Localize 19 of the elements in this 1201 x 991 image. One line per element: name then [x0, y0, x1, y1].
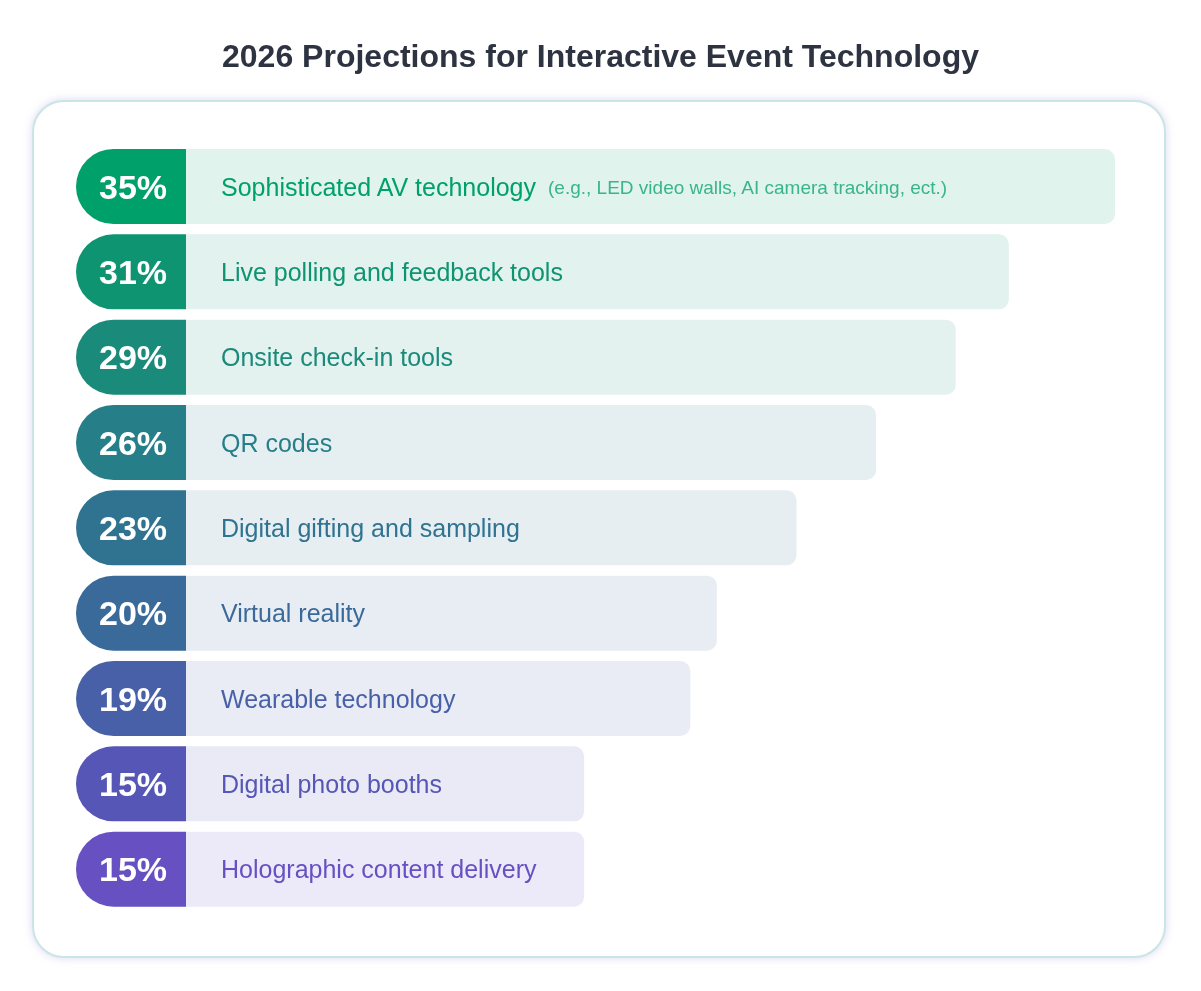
data-label: 29%: [98, 338, 168, 377]
y-tick-label: QR codes: [221, 428, 333, 457]
y-tick-label: Onsite check-in tools: [221, 343, 454, 372]
y-tick-label: Wearable technology: [221, 684, 456, 713]
data-label: 20%: [98, 594, 168, 633]
data-label: 15%: [98, 764, 168, 803]
data-label: 35%: [98, 167, 168, 206]
data-label: 26%: [98, 423, 168, 462]
y-tick-label: Digital gifting and sampling: [221, 513, 520, 542]
data-label: 31%: [98, 252, 168, 291]
y-tick-label: Virtual reality: [221, 599, 366, 628]
y-tick-label: Sophisticated AV technology (e.g., LED video walls, AI camera tracking, ect.): [221, 172, 948, 201]
data-label: 19%: [98, 679, 168, 718]
data-label: 15%: [98, 850, 168, 889]
y-tick-label: Live polling and feedback tools: [221, 257, 563, 286]
data-label: 23%: [98, 508, 168, 547]
y-tick-label: Holographic content delivery: [221, 855, 537, 884]
chart-title: 2026 Projections for Interactive Event Technology: [221, 38, 980, 75]
y-tick-label: Digital photo booths: [221, 769, 442, 798]
